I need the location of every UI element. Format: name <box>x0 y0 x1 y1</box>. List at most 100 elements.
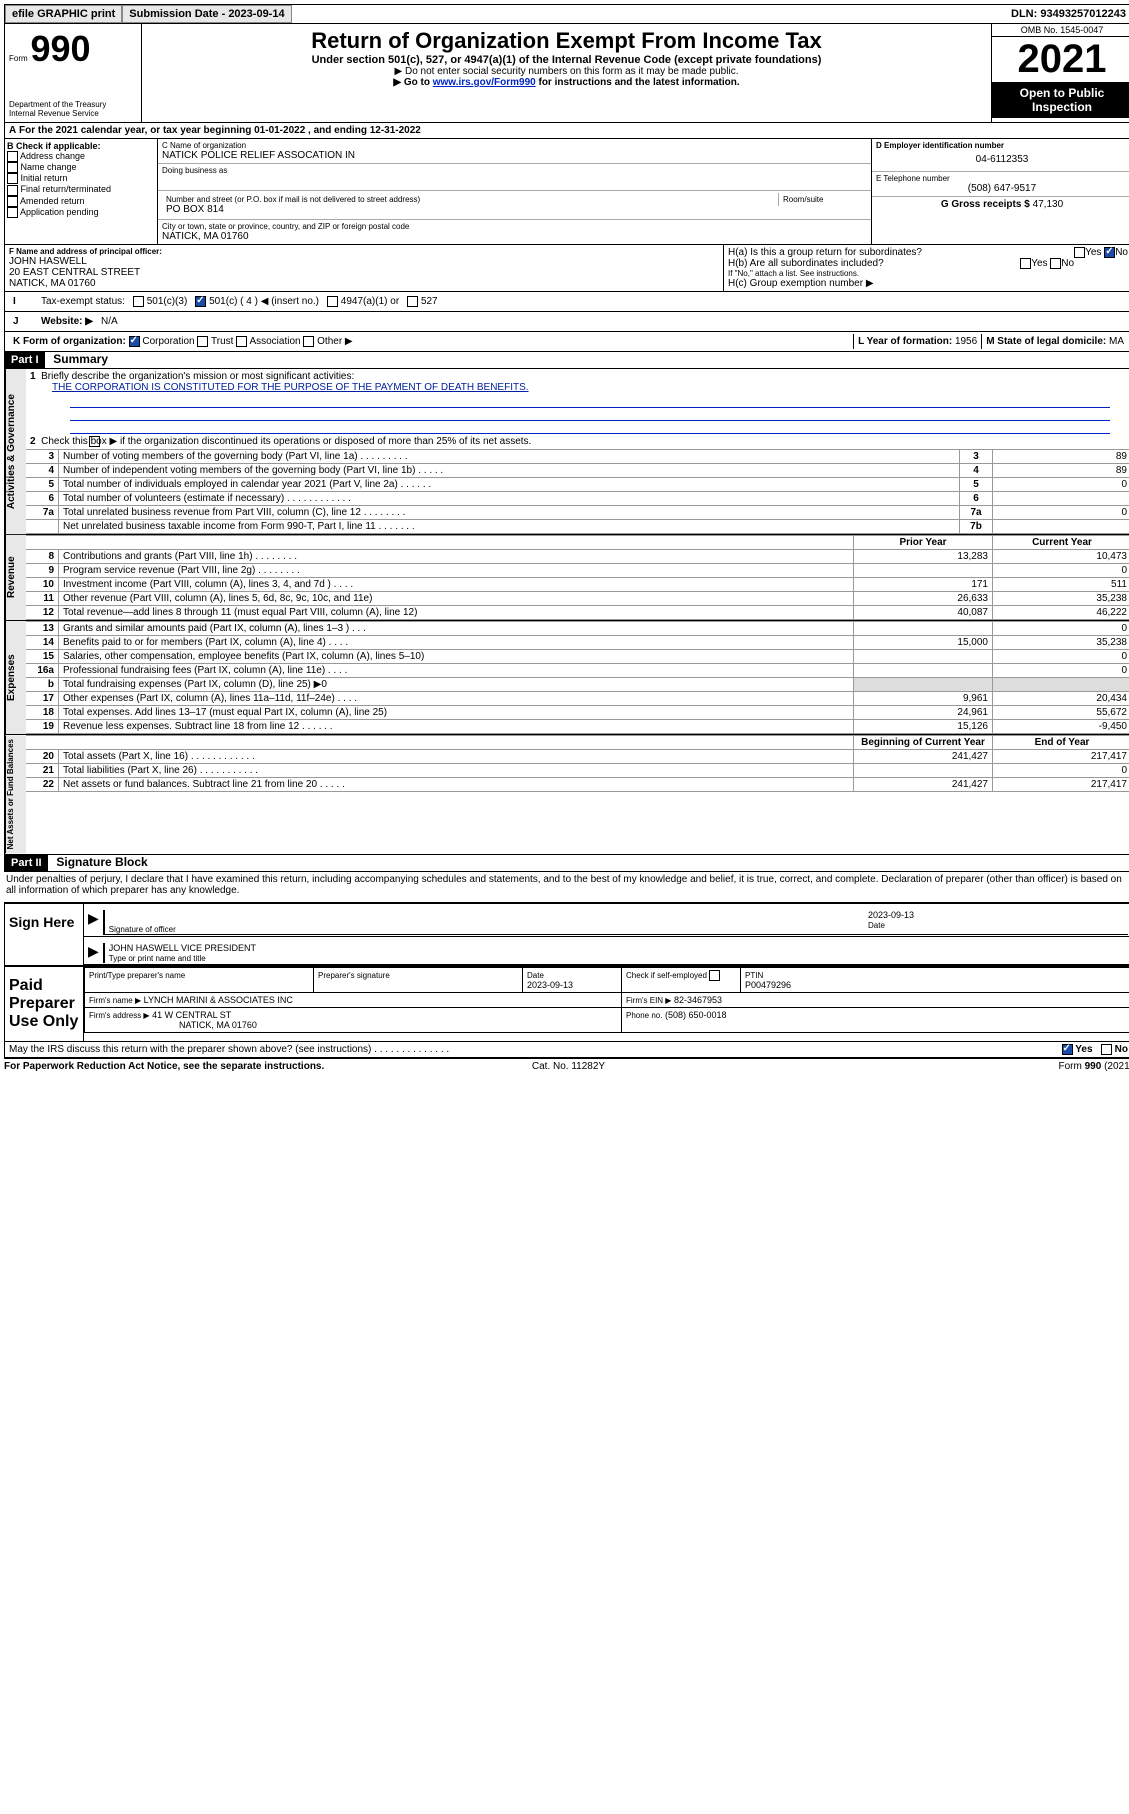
chk-other[interactable] <box>303 336 314 347</box>
q2-label: Check this box ▶ if the organization dis… <box>41 436 531 447</box>
part-ii-tag: Part II <box>5 855 48 871</box>
m-value: MA <box>1109 336 1124 347</box>
chk-final-return[interactable] <box>7 185 18 196</box>
table-row: Net unrelated business taxable income fr… <box>26 520 1129 534</box>
arrow-icon-2: ▶ <box>88 943 99 963</box>
k-corp: Corporation <box>142 336 194 347</box>
officer-name: JOHN HASWELL <box>9 256 719 267</box>
city-value: NATICK, MA 01760 <box>162 231 867 242</box>
block-fh: F Name and address of principal officer:… <box>4 245 1129 292</box>
firm-phone: (508) 650-0018 <box>665 1010 727 1020</box>
submission-date: Submission Date - 2023-09-14 <box>122 5 291 23</box>
chk-initial-return[interactable] <box>7 173 18 184</box>
mission-text: THE CORPORATION IS CONSTITUTED FOR THE P… <box>52 382 529 393</box>
footer-mid: Cat. No. 11282Y <box>380 1061 756 1072</box>
i-label: Tax-exempt status: <box>41 296 125 307</box>
expenses-table: 13Grants and similar amounts paid (Part … <box>26 621 1129 734</box>
k-trust: Trust <box>211 336 233 347</box>
table-row: 5Total number of individuals employed in… <box>26 478 1129 492</box>
table-row: bTotal fundraising expenses (Part IX, co… <box>26 678 1129 692</box>
chk-app-pending[interactable] <box>7 207 18 218</box>
tab-governance: Activities & Governance <box>5 369 26 534</box>
hc-label: H(c) Group exemption number ▶ <box>728 278 1128 289</box>
h-b: H(b) Are all subordinates included? Yes … <box>728 258 1128 269</box>
col-c-org: C Name of organization NATICK POLICE REL… <box>158 139 871 244</box>
a-mid: , and ending <box>305 125 369 136</box>
brief-line-1 <box>70 395 1110 408</box>
section-governance: Activities & Governance 1 Briefly descri… <box>4 369 1129 535</box>
no-2: No <box>1061 258 1074 269</box>
k-other: Other ▶ <box>317 336 352 347</box>
hb-no[interactable] <box>1050 258 1061 269</box>
arrow-icon-1: ▶ <box>88 910 99 935</box>
a-begin: 01-01-2022 <box>254 125 305 136</box>
block-bcd: B Check if applicable: Address change Na… <box>4 139 1129 245</box>
governance-table: 3Number of voting members of the governi… <box>26 449 1129 534</box>
b-opt-1: Name change <box>21 162 77 172</box>
chk-trust[interactable] <box>197 336 208 347</box>
discuss-yes[interactable] <box>1062 1044 1073 1055</box>
gross-label: G Gross receipts $ <box>941 199 1030 210</box>
k-assoc: Association <box>249 336 300 347</box>
col-d-to-g: D Employer identification number 04-6112… <box>871 139 1129 244</box>
hb-label: H(b) Are all subordinates included? <box>728 258 884 269</box>
l-value: 1956 <box>955 336 977 347</box>
tab-expenses: Expenses <box>5 621 26 734</box>
tab-netassets: Net Assets or Fund Balances <box>5 735 26 853</box>
chk-assoc[interactable] <box>236 336 247 347</box>
no-1: No <box>1115 247 1128 258</box>
chk-4947[interactable] <box>327 296 338 307</box>
form-word: Form <box>9 54 28 63</box>
l-label: L Year of formation: <box>858 336 952 347</box>
efile-print-btn[interactable]: efile GRAPHIC print <box>5 5 122 23</box>
form990-link[interactable]: www.irs.gov/Form990 <box>433 77 536 88</box>
brief-line-3 <box>70 421 1110 434</box>
page-footer: For Paperwork Reduction Act Notice, see … <box>4 1058 1129 1074</box>
room-label: Room/suite <box>783 195 863 204</box>
firm-name: LYNCH MARINI & ASSOCIATES INC <box>144 995 293 1005</box>
j-label: Website: ▶ <box>37 314 97 329</box>
a-end: 12-31-2022 <box>370 125 421 136</box>
table-row: 6Total number of volunteers (estimate if… <box>26 492 1129 506</box>
goto-pre: ▶ Go to <box>393 77 432 88</box>
yes-3: Yes <box>1075 1044 1092 1055</box>
row-j: J Website: ▶ N/A <box>4 312 1129 332</box>
chk-corp[interactable] <box>129 336 140 347</box>
col-curr: Current Year <box>993 536 1129 550</box>
f-label: F Name and address of principal officer: <box>9 247 719 256</box>
org-name: NATICK POLICE RELIEF ASSOCATION IN <box>162 150 867 161</box>
chk-name-change[interactable] <box>7 162 18 173</box>
hb-yes[interactable] <box>1020 258 1031 269</box>
ha-no[interactable] <box>1104 247 1115 258</box>
prep-sig-label: Preparer's signature <box>318 971 390 980</box>
chk-527[interactable] <box>407 296 418 307</box>
netassets-table: Beginning of Current YearEnd of Year 20T… <box>26 735 1129 792</box>
ptin-value: P00479296 <box>745 980 791 990</box>
ein-value: 04-6112353 <box>876 150 1128 169</box>
table-row: 15Salaries, other compensation, employee… <box>26 650 1129 664</box>
b-opt-4: Amended return <box>20 196 85 206</box>
discuss-no[interactable] <box>1101 1044 1112 1055</box>
section-expenses: Expenses 13Grants and similar amounts pa… <box>4 621 1129 735</box>
no-3: No <box>1115 1044 1128 1055</box>
row-a-tax-year: A For the 2021 calendar year, or tax yea… <box>4 123 1129 139</box>
chk-self-employed[interactable] <box>709 970 720 981</box>
table-row: 16aProfessional fundraising fees (Part I… <box>26 664 1129 678</box>
chk-501c3[interactable] <box>133 296 144 307</box>
row-klm: K Form of organization: Corporation Trus… <box>4 332 1129 352</box>
k-label: K Form of organization: <box>13 336 126 347</box>
chk-501c[interactable] <box>195 296 206 307</box>
b-opt-0: Address change <box>20 151 85 161</box>
preparer-table: Print/Type preparer's name Preparer's si… <box>84 967 1129 1033</box>
chk-amended-return[interactable] <box>7 196 18 207</box>
chk-address-change[interactable] <box>7 151 18 162</box>
table-row: 13Grants and similar amounts paid (Part … <box>26 622 1129 636</box>
firm-ein-label: Firm's EIN ▶ <box>626 996 671 1005</box>
table-row: 12Total revenue—add lines 8 through 11 (… <box>26 606 1129 620</box>
table-row: 18Total expenses. Add lines 13–17 (must … <box>26 706 1129 720</box>
prep-name-label: Print/Type preparer's name <box>89 971 185 980</box>
b-opt-2: Initial return <box>21 173 68 183</box>
chk-q2[interactable] <box>89 436 100 447</box>
officer-street: 20 EAST CENTRAL STREET <box>9 267 719 278</box>
ha-yes[interactable] <box>1074 247 1085 258</box>
